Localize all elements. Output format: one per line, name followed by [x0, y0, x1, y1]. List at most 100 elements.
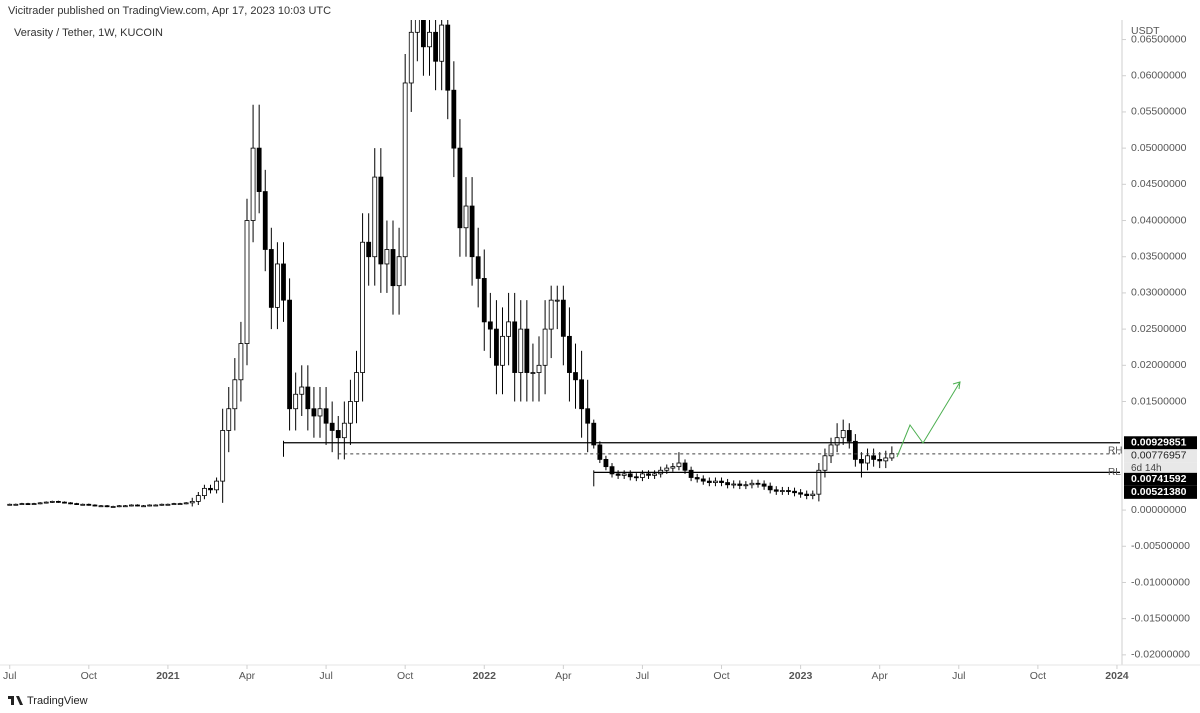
- candle-body: [609, 466, 615, 475]
- candle-body: [481, 278, 487, 323]
- candle-body: [220, 430, 226, 482]
- candle-body: [731, 483, 737, 486]
- candle-body: [31, 503, 37, 505]
- candle-body: [567, 335, 572, 373]
- candle-body: [329, 422, 335, 431]
- candle-body: [287, 299, 292, 410]
- candle-body: [177, 503, 183, 505]
- price-tag-label: 0.00741592: [1131, 473, 1187, 485]
- candle-body: [524, 328, 530, 373]
- candle-body: [761, 483, 767, 487]
- candle-body: [256, 147, 262, 192]
- candle-body: [494, 328, 499, 366]
- footer-text: TradingView: [27, 695, 88, 707]
- candle-body: [743, 484, 749, 487]
- candle-body: [700, 478, 706, 482]
- candle-body: [828, 444, 834, 457]
- candle-body: [68, 502, 73, 505]
- x-tick-label: Jul: [636, 670, 649, 682]
- candle-body: [92, 504, 98, 507]
- candle-body: [694, 477, 700, 480]
- x-tick-label: 2022: [473, 670, 497, 682]
- y-tick-label: 0.02500000: [1131, 323, 1187, 335]
- candle-body: [846, 430, 852, 442]
- candle-body: [457, 147, 463, 229]
- candle-body: [153, 504, 159, 507]
- candle-body: [585, 408, 591, 424]
- x-tick-label: Oct: [397, 670, 413, 682]
- candle-body: [293, 393, 299, 410]
- candle-body: [122, 505, 128, 508]
- y-tick-label: 0.00000000: [1131, 504, 1187, 516]
- candle-body: [773, 489, 779, 492]
- candle-body: [804, 493, 810, 497]
- y-tick-label: 0.04000000: [1131, 214, 1187, 226]
- unit-backdrop: [1126, 24, 1196, 46]
- candle-body: [865, 455, 870, 464]
- level-name: RL: [1108, 467, 1121, 478]
- candle-body: [542, 328, 548, 366]
- candle-body: [719, 480, 724, 483]
- candle-body: [749, 482, 755, 486]
- y-tick-label: -0.01000000: [1131, 576, 1190, 588]
- candle-body: [250, 147, 256, 221]
- candle-body: [536, 364, 542, 373]
- candle-body: [104, 505, 110, 508]
- overlay: RH RL: [282, 440, 1122, 487]
- y-tick-label: -0.01500000: [1131, 612, 1190, 624]
- y-tick-label: 0.03500000: [1131, 250, 1187, 262]
- candle-body: [786, 490, 791, 492]
- candle-body: [360, 241, 365, 373]
- projection-arrow-head: [952, 381, 961, 390]
- candle-body: [554, 299, 560, 302]
- candle-body: [579, 379, 584, 410]
- candle-body: [883, 457, 889, 462]
- candle-body: [341, 422, 347, 439]
- candle-body: [110, 506, 116, 508]
- candle-body: [396, 256, 402, 287]
- candle-body: [530, 372, 536, 374]
- candle-body: [195, 495, 201, 502]
- candle-body: [378, 176, 384, 265]
- candle-body: [615, 473, 621, 476]
- price-tag-label: 0.00776957: [1131, 450, 1187, 462]
- candle-body: [451, 89, 457, 149]
- candle-body: [372, 176, 378, 258]
- candle-body: [713, 480, 718, 483]
- candle-body: [384, 249, 390, 265]
- level-name: RH: [1108, 445, 1122, 456]
- candle-body: [141, 505, 146, 508]
- candle-body: [840, 430, 846, 439]
- candle-body: [19, 503, 25, 505]
- candle-body: [506, 321, 511, 337]
- candle-body: [664, 467, 670, 471]
- candle-body: [402, 82, 408, 258]
- x-tick-label: Apr: [872, 670, 889, 682]
- candle-body: [226, 408, 232, 431]
- y-tick-label: 0.05000000: [1131, 142, 1187, 154]
- candle-body: [640, 473, 645, 478]
- candle-body: [268, 249, 274, 308]
- y-tick-label: 0.02000000: [1131, 359, 1187, 371]
- candle-body: [189, 500, 195, 504]
- candle-body: [512, 321, 518, 373]
- price-tag: [1124, 472, 1197, 486]
- y-tick-label: -0.00500000: [1131, 540, 1190, 552]
- candle-body: [311, 408, 317, 417]
- candle-body: [737, 483, 743, 486]
- y-tick-label: 0.03000000: [1131, 287, 1187, 299]
- candle-body: [74, 503, 80, 505]
- candle-body: [129, 504, 134, 507]
- candle-body: [208, 487, 213, 491]
- candle-body: [244, 220, 250, 344]
- candle-body: [755, 482, 761, 485]
- candle-body: [670, 466, 676, 469]
- price-tag: [1124, 449, 1197, 463]
- candle-body: [98, 505, 104, 508]
- y-tick-label: 0.06500000: [1131, 33, 1187, 45]
- unit-label: USDT: [1131, 25, 1160, 37]
- candle-body: [487, 321, 493, 330]
- candle-body: [335, 430, 341, 439]
- symbol-title: Verasity / Tether, 1W, KUCOIN: [14, 27, 163, 39]
- x-tick-label: Oct: [713, 670, 729, 682]
